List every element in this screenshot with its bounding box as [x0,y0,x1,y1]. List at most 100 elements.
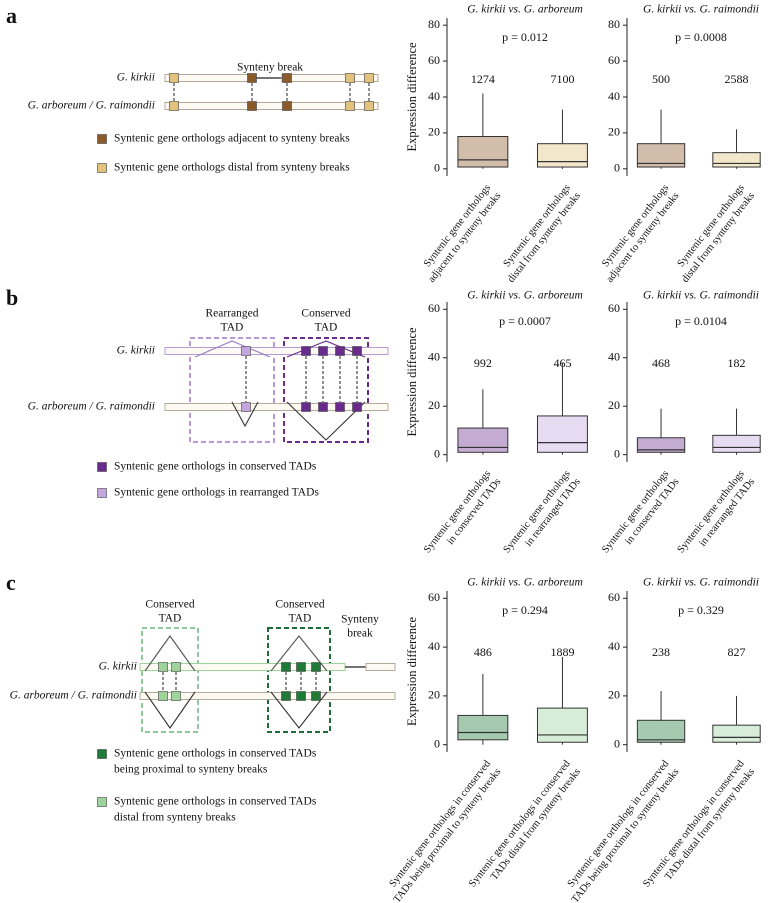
gene [335,346,345,356]
gene [364,101,374,111]
gene [345,73,355,83]
count-label: 1889 [550,645,574,659]
legend-text: being proximal to synteny breaks [114,764,268,776]
category-line: TADs distal from synteny breaks [489,767,583,883]
chart-title: G. kirkii vs. G. raimondii [643,290,759,302]
chromosome-track [365,663,396,671]
y-tick-label: 40 [428,350,440,364]
p-value: p = 0.329 [678,603,724,617]
tad-box [141,627,199,733]
count-label: 182 [728,356,746,370]
chromosome-track [164,347,389,355]
track-label: G. kirkii [99,661,137,673]
tad-label: TAD [221,322,244,334]
track-label: G. arboreum / G. raimondii [28,401,155,413]
y-tick-label: 0 [434,446,440,460]
y-tick-label: 40 [428,89,440,103]
gene [169,73,179,83]
gene [241,346,251,356]
y-tick-label: 20 [608,398,620,412]
chart-title: G. kirkii vs. G. raimondii [643,4,759,16]
panel-letter: b [6,285,18,310]
y-tick-label: 0 [614,161,620,175]
gene [345,101,355,111]
y-tick-label: 0 [614,446,620,460]
tad-label: Conserved [275,599,324,611]
category-line: adjacent to synteny breaks [604,191,681,285]
y-tick-label: 20 [428,688,440,702]
box [536,143,588,168]
p-value: p = 0.0007 [499,314,551,328]
tad-triangle [286,401,366,441]
y-tick-label: 20 [608,125,620,139]
gene [247,73,257,83]
legend-text: Syntenic gene orthologs in conserved TAD… [114,796,317,808]
tad-label: Conserved [145,599,194,611]
count-label: 1274 [471,72,495,86]
box [536,707,588,743]
category-line: TADs being proximal to synteny breaks [392,767,504,903]
box [636,719,686,743]
legend-text: Syntenic gene orthologs in conserved TAD… [114,748,317,760]
chromosome-track [139,692,396,700]
category-line: Syntenic gene orthologs [676,469,747,556]
gene [281,662,291,672]
gene [97,163,107,173]
category-line: TADs being proximal to synteny breaks [570,767,682,903]
y-axis-label: Expression difference [405,42,419,152]
category-line: TADs distal from synteny breaks [663,767,757,883]
gene [247,101,257,111]
y-axis-label: Expression difference [405,617,419,727]
tad-label: Rearranged [206,308,259,320]
box [712,724,761,743]
tad-triangle [144,635,196,672]
chromosome-track [164,102,379,110]
gene [169,101,179,111]
chart-title: G. kirkii vs. G. arboreum [467,577,583,589]
tad-triangle [231,401,259,428]
panel-letter: c [6,570,16,595]
count-label: 992 [474,356,492,370]
tad-label: Conserved [301,308,350,320]
gene [282,73,292,83]
gene [158,691,168,701]
box [457,136,509,168]
category-line: distal from synteny breaks [506,191,583,285]
count-label: 486 [474,645,492,659]
y-tick-label: 40 [608,89,620,103]
category-line: distal from synteny breaks [680,191,757,285]
p-value: p = 0.0008 [675,30,727,44]
box [457,427,509,453]
tad-triangle [270,691,328,729]
count-label: 465 [553,356,571,370]
category-line: Syntenic gene orthologs [600,469,671,556]
box [712,434,761,453]
gene [311,662,321,672]
box [536,415,588,453]
gene [97,749,107,759]
gene [352,402,362,412]
category-line: Syntenic gene orthologs [422,183,493,270]
legend-text: Syntenic gene orthologs adjacent to synt… [114,133,350,145]
y-tick-label: 20 [608,688,620,702]
track-label: G. kirkii [117,345,155,357]
gene [97,488,107,498]
gene [241,402,251,412]
tad-triangle [194,340,271,358]
tad-box [267,627,331,733]
y-tick-label: 80 [428,17,440,31]
p-value: p = 0.012 [502,30,548,44]
tad-label: TAD [159,613,182,625]
y-tick-label: 60 [608,590,620,604]
category-line: Syntenic gene orthologs [422,469,493,556]
tad-triangle [286,340,366,358]
y-tick-label: 40 [608,639,620,653]
chart-title: G. kirkii vs. G. raimondii [643,577,759,589]
